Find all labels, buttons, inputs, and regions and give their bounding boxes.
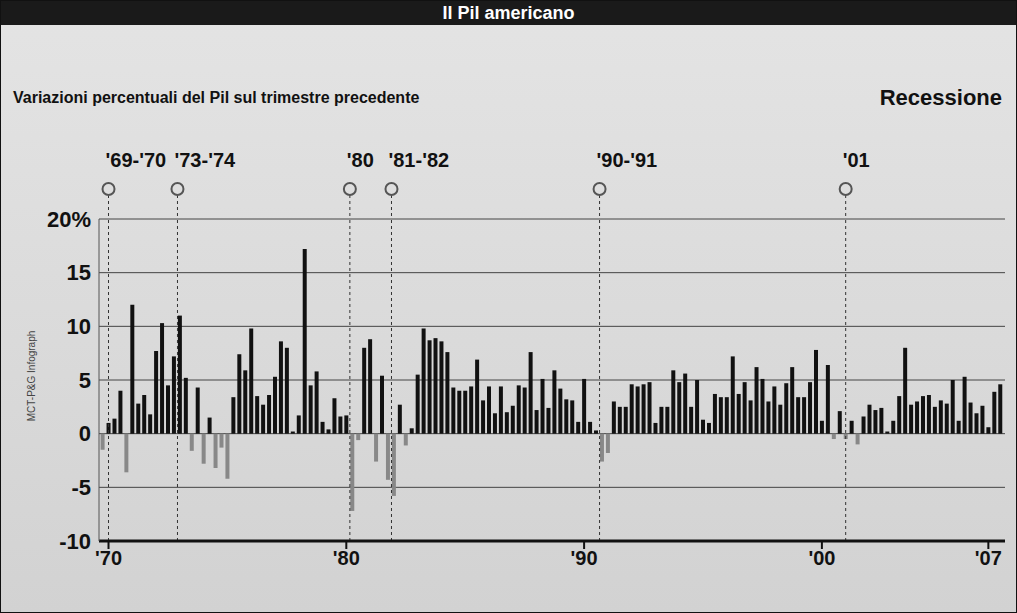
svg-text:'00: '00 (808, 547, 835, 569)
svg-text:-5: -5 (71, 475, 91, 500)
svg-text:'90-'91: '90-'91 (597, 149, 658, 171)
svg-text:15: 15 (67, 260, 91, 285)
html-text:Variazioni percentuali del Pil: Variazioni percentuali del Pil sul trime… (13, 89, 420, 106)
svg-text:'07: '07 (975, 547, 1002, 569)
svg-text:'70: '70 (95, 547, 122, 569)
svg-text:'73-'74: '73-'74 (174, 149, 236, 171)
svg-text:'90: '90 (571, 547, 598, 569)
svg-text:'01: '01 (843, 149, 870, 171)
html-text:MCT-P&G Infograph: MCT-P&G Infograph (25, 330, 37, 422)
svg-text:-10: -10 (59, 529, 91, 554)
svg-text:'80: '80 (333, 547, 360, 569)
svg-text:'81-'82: '81-'82 (388, 149, 449, 171)
svg-text:5: 5 (79, 368, 91, 393)
svg-text:0: 0 (79, 421, 91, 446)
svg-text:'69-'70: '69-'70 (106, 149, 167, 171)
svg-text:20%: 20% (47, 207, 91, 232)
svg-text:10: 10 (67, 314, 91, 339)
html-text:Il Pil americano: Il Pil americano (442, 3, 575, 23)
html-text:Recessione: Recessione (879, 85, 1002, 110)
svg-text:'80: '80 (347, 149, 374, 171)
